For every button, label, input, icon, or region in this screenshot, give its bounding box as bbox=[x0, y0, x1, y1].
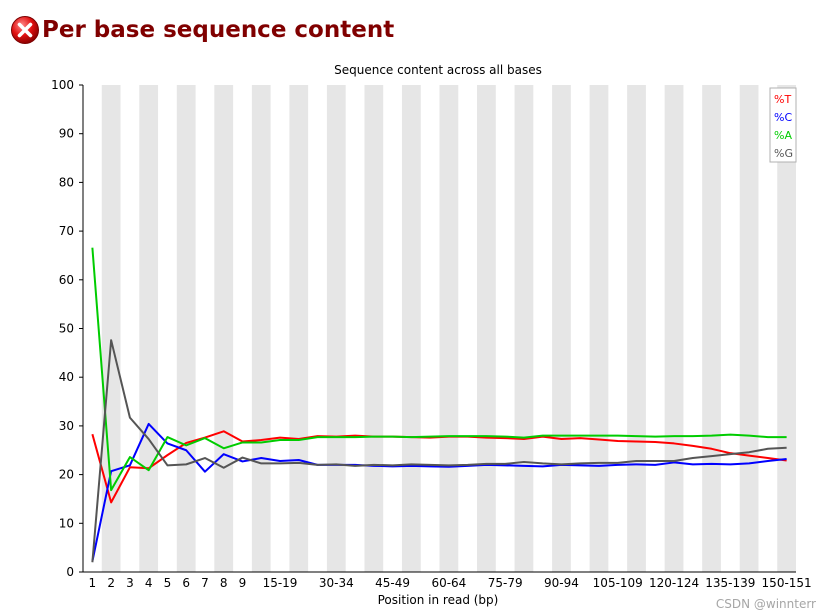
page-header: Per base sequence content bbox=[10, 10, 394, 50]
y-tick-label-70: 70 bbox=[59, 224, 74, 238]
page-title: Per base sequence content bbox=[42, 17, 395, 43]
y-tick-label-50: 50 bbox=[59, 322, 74, 336]
x-axis-label: Position in read (bp) bbox=[378, 593, 499, 607]
watermark: CSDN @winnterr bbox=[715, 597, 816, 611]
band-20-24 bbox=[289, 85, 309, 572]
band-60-64 bbox=[439, 85, 459, 572]
band-130-134 bbox=[702, 85, 721, 572]
x-tick-label-15-19: 15-19 bbox=[263, 576, 298, 590]
x-tick-label-5: 5 bbox=[164, 576, 172, 590]
x-tick-label-60-64: 60-64 bbox=[431, 576, 466, 590]
y-tick-label-80: 80 bbox=[59, 175, 74, 189]
band-100-104 bbox=[589, 85, 609, 572]
band-120-124 bbox=[664, 85, 684, 572]
band-50-54 bbox=[401, 85, 421, 572]
x-axis-ticks: 1 2 3 4 5 6 7 8 9 15-19 30-34 45-49 60-64 75-79 90-94 1… bbox=[89, 576, 812, 590]
x-tick-label-1: 1 bbox=[89, 576, 97, 590]
band-6 bbox=[176, 85, 196, 572]
x-tick-label-150-151: 150-151 bbox=[762, 576, 812, 590]
band-140-144 bbox=[739, 85, 759, 572]
legend-entry-T: %T bbox=[774, 93, 791, 106]
band-4 bbox=[139, 85, 159, 572]
x-tick-label-135-139: 135-139 bbox=[705, 576, 755, 590]
y-tick-label-30: 30 bbox=[59, 419, 74, 433]
x-tick-label-9: 9 bbox=[239, 576, 247, 590]
band-150-151 bbox=[777, 85, 796, 572]
band-8 bbox=[214, 85, 234, 572]
x-tick-label-45-49: 45-49 bbox=[375, 576, 410, 590]
x-tick-label-90-94: 90-94 bbox=[544, 576, 579, 590]
y-tick-label-100: 100 bbox=[51, 78, 74, 92]
band-80-84 bbox=[514, 85, 534, 572]
y-tick-label-0: 0 bbox=[66, 565, 74, 579]
band-30-34 bbox=[326, 85, 346, 572]
y-tick-label-90: 90 bbox=[59, 127, 74, 141]
band-90-94 bbox=[552, 85, 571, 572]
legend: %T %C %A %G bbox=[769, 87, 797, 163]
series-line-A bbox=[91, 247, 787, 492]
legend-box bbox=[769, 87, 797, 163]
x-tick-label-75-79: 75-79 bbox=[488, 576, 523, 590]
alternating-bands bbox=[101, 85, 796, 572]
x-tick-label-3: 3 bbox=[126, 576, 134, 590]
sequence-content-chart: 0 10 20 30 40 50 60 70 80 90 100 1 2 3 4 5 6 7 8 9 15-19 30-… bbox=[51, 63, 812, 607]
y-tick-label-40: 40 bbox=[59, 370, 74, 384]
x-tick-label-7: 7 bbox=[201, 576, 209, 590]
series-line-G bbox=[91, 339, 787, 563]
x-tick-label-2: 2 bbox=[107, 576, 115, 590]
y-tick-label-10: 10 bbox=[59, 516, 74, 530]
y-tick-label-60: 60 bbox=[59, 273, 74, 287]
x-tick-label-120-124: 120-124 bbox=[649, 576, 699, 590]
band-40-44 bbox=[364, 85, 384, 572]
x-tick-label-30-34: 30-34 bbox=[319, 576, 354, 590]
x-tick-label-8: 8 bbox=[220, 576, 228, 590]
legend-entry-G: %G bbox=[774, 147, 793, 160]
series-lines bbox=[91, 247, 787, 563]
chart-title: Sequence content across all bases bbox=[334, 63, 542, 77]
y-axis-ticks: 0 10 20 30 40 50 60 70 80 90 100 bbox=[51, 78, 83, 579]
x-tick-label-4: 4 bbox=[145, 576, 153, 590]
band-110-114 bbox=[627, 85, 646, 572]
legend-entry-C: %C bbox=[774, 111, 792, 124]
legend-entry-A: %A bbox=[774, 129, 792, 142]
error-icon bbox=[11, 16, 39, 44]
band-70-74 bbox=[477, 85, 496, 572]
x-tick-label-105-109: 105-109 bbox=[593, 576, 643, 590]
y-tick-label-20: 20 bbox=[59, 468, 74, 482]
series-line-C bbox=[91, 422, 787, 562]
band-10-14 bbox=[251, 85, 271, 572]
x-tick-label-6: 6 bbox=[182, 576, 190, 590]
band-2 bbox=[101, 85, 121, 572]
